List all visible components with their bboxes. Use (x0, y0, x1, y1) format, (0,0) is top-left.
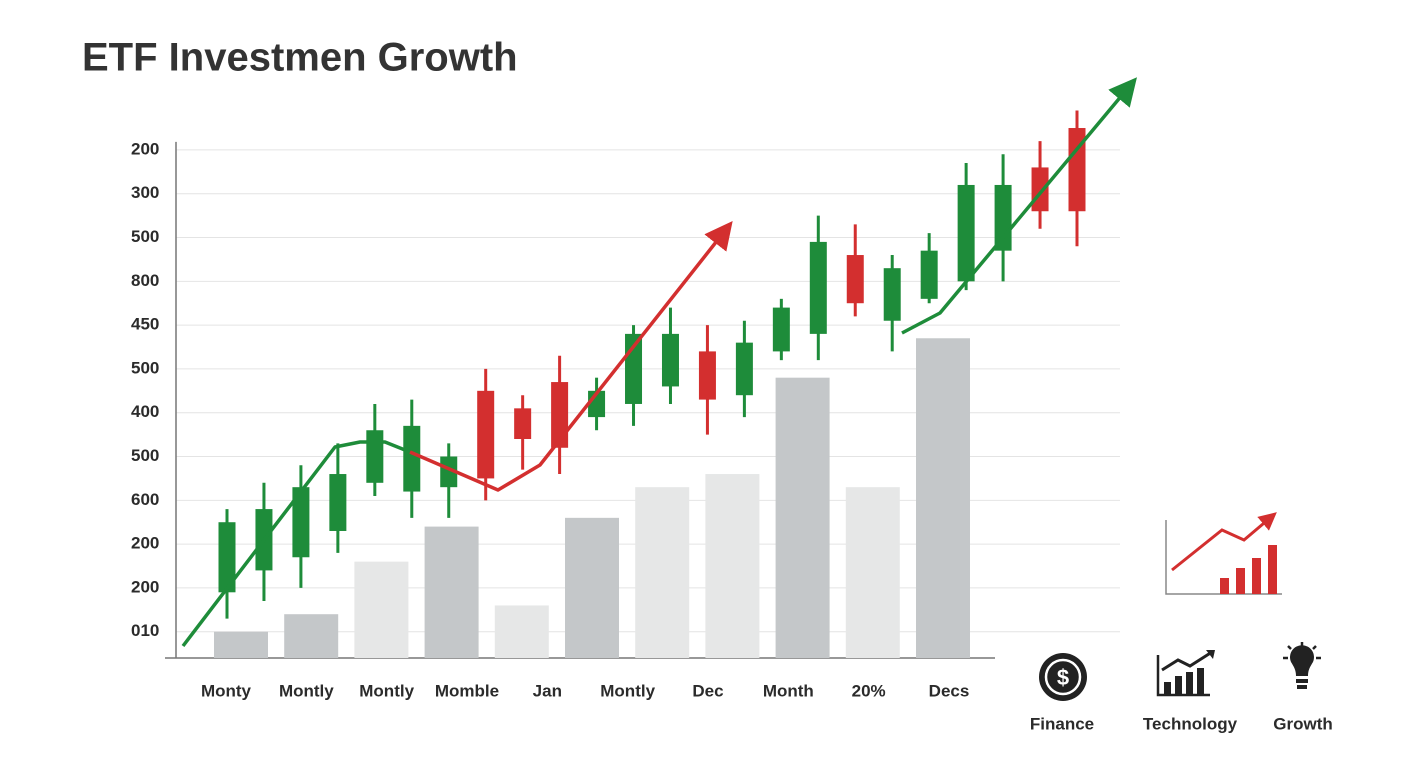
bar (845, 487, 900, 658)
candle-body (1031, 167, 1049, 212)
y-tick-label: 300 (131, 183, 159, 202)
candle-body (809, 241, 827, 334)
bar (284, 614, 339, 658)
candle-body (218, 522, 236, 593)
icon-label: Technology (1143, 714, 1238, 733)
candle-body (661, 333, 679, 387)
trend-line (409, 221, 733, 492)
x-tick-label: Dec (692, 681, 723, 700)
grid: 010 200 200 600 500 400 500 450 800 500 300 200 Mont… (131, 139, 1120, 700)
trend-line (901, 77, 1137, 335)
x-tick-label: Jan (533, 681, 562, 700)
svg-text:$: $ (1057, 665, 1069, 690)
x-tick-label: Montly (359, 681, 414, 700)
candle-body (477, 390, 495, 479)
y-tick-label: 010 (131, 621, 159, 640)
y-tick-label: 500 (131, 358, 159, 377)
y-tick-label: 200 (131, 577, 159, 596)
bar (916, 338, 970, 658)
candle-body (1068, 128, 1086, 212)
trend-line (181, 440, 411, 648)
candle-body (551, 382, 569, 448)
y-tick-label: 500 (131, 446, 159, 465)
bar (775, 377, 830, 658)
bar (705, 474, 760, 658)
x-tick-label: Montly (600, 681, 655, 700)
candle-body (440, 456, 458, 488)
candle-body (772, 307, 790, 352)
candle-body (920, 250, 938, 299)
candle-body (366, 430, 384, 483)
x-tick-label: 20% (852, 681, 886, 700)
bar (354, 561, 409, 658)
x-tick-label: Decs (929, 681, 970, 700)
x-tick-label: Month (763, 681, 814, 700)
x-tick-label: Montly (279, 681, 334, 700)
y-tick-label: 200 (131, 139, 159, 158)
candle-body (514, 408, 532, 439)
trend-lines (181, 77, 1137, 648)
chart-title: ETF Investmen Growth (82, 36, 518, 80)
y-tick-label: 800 (131, 271, 159, 290)
bar (565, 517, 619, 658)
candle-body (846, 255, 864, 304)
candle-body (994, 184, 1012, 251)
mini-chart (1165, 512, 1282, 595)
icon-label: Finance (1030, 714, 1094, 733)
icon-finance: $ (1039, 653, 1087, 701)
bar (214, 631, 268, 658)
candle-body (329, 474, 347, 531)
icon-growth (1283, 642, 1321, 689)
bar (424, 526, 479, 658)
candle-body (292, 487, 310, 558)
candle-body (698, 351, 716, 400)
bar (635, 487, 690, 658)
y-tick-label: 450 (131, 315, 159, 334)
x-tick-label: Monty (201, 681, 252, 700)
y-tick-label: 600 (131, 490, 159, 509)
candle-body (735, 342, 753, 396)
y-tick-label: 200 (131, 534, 159, 553)
y-tick-label: 400 (131, 402, 159, 421)
y-tick-label: 500 (131, 227, 159, 246)
icon-label: Growth (1273, 714, 1333, 733)
candles (218, 110, 1086, 619)
candle-body (403, 425, 421, 492)
bars (214, 338, 970, 658)
candle-body (957, 184, 975, 282)
x-tick-label: Momble (435, 681, 499, 700)
bar (494, 605, 549, 658)
candle-body (883, 268, 901, 321)
icon-technology (1156, 650, 1215, 697)
